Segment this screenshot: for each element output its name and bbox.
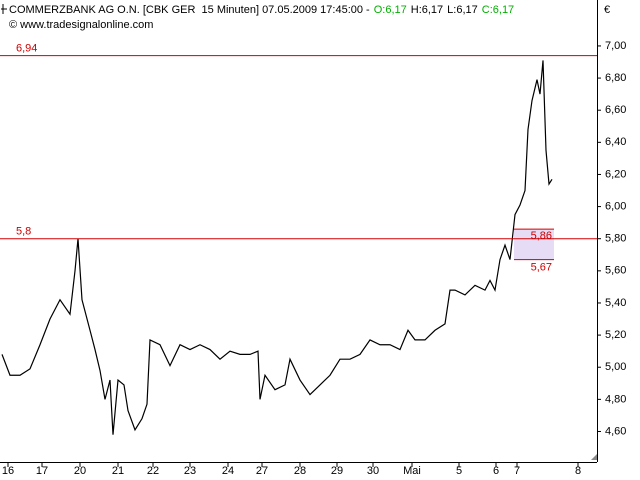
y-tick-label: 6,60 [605,104,626,116]
icon [1,4,7,14]
zone-top-label: 5,86 [531,230,552,242]
y-tick-label: 6,80 [605,72,626,84]
h-line-label: 6,94 [16,42,37,54]
x-tick-label: 20 [74,465,86,477]
y-tick-label: 6,00 [605,200,626,212]
price-line [1,60,553,435]
x-tick-label: 6 [493,465,499,477]
y-tick-label: 5,60 [605,265,626,277]
y-tick-label: 5,20 [605,329,626,341]
y-tick-label: 4,80 [605,393,626,405]
x-tick-label: 16 [2,465,14,477]
x-tick-label: 5 [456,465,462,477]
y-tick-label: 6,20 [605,168,626,180]
x-tick-label: 30 [367,465,379,477]
x-tick-label: 29 [331,465,343,477]
chart-title: COMMERZBANK AG O.N. [CBK GER 15 Minuten]… [9,4,514,16]
ohlc-value: H:6,17 [411,4,443,16]
y-tick-label: 5,00 [605,361,626,373]
y-tick-label: 5,40 [605,297,626,309]
zone-bottom-label: 5,67 [531,262,552,274]
y-tick-label: 7,00 [605,40,626,52]
ohlc-value: C:6,17 [482,4,514,16]
title-text: COMMERZBANK AG O.N. [CBK GER 15 Minuten]… [9,4,370,16]
x-tick-label: 8 [575,465,581,477]
x-tick-label: 21 [112,465,124,477]
x-tick-label: 7 [514,465,520,477]
corner-icon [591,454,597,460]
h-line-label: 5,8 [16,226,31,238]
x-tick-label: 28 [294,465,306,477]
subtitle: © www.tradesignalonline.com [9,19,153,31]
y-tick-label: 5,80 [605,233,626,245]
ohlc-value: O:6,17 [374,4,407,16]
x-tick-label: Mai [403,465,421,477]
x-tick-label: 24 [222,465,234,477]
x-tick-label: 27 [256,465,268,477]
y-tick-label: 4,60 [605,425,626,437]
x-tick-label: 17 [36,465,48,477]
zone [514,229,554,260]
ohlc-value: L:6,17 [447,4,478,16]
y-unit: € [604,4,610,16]
y-tick-label: 6,40 [605,136,626,148]
x-tick-label: 23 [184,465,196,477]
x-tick-label: 22 [147,465,159,477]
